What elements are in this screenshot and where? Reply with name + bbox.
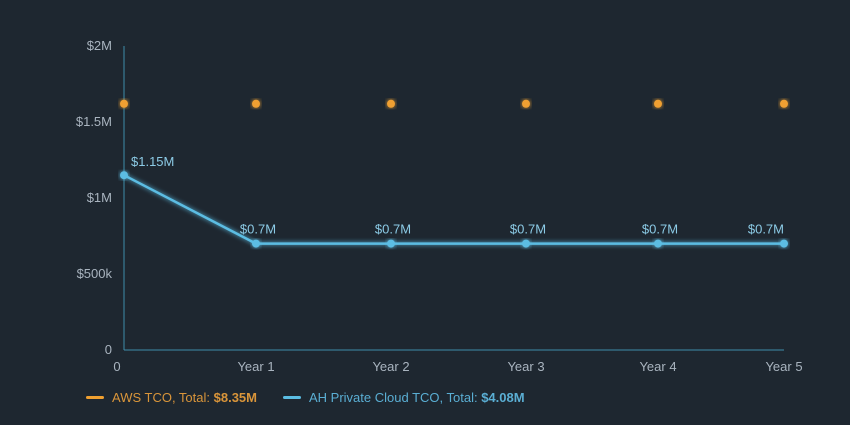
data-point-ah[interactable]: [522, 239, 530, 248]
x-tick-label: 0: [113, 359, 120, 374]
data-point-ah[interactable]: [252, 239, 260, 248]
tco-line-chart: 0 $500k $1M $1.5M $2M 0 Year 1 Year 2 Year 3 Yea…: [76, 38, 803, 374]
y-tick-label: $1M: [87, 190, 112, 205]
x-tick-label: Year 3: [507, 359, 544, 374]
data-point-aws[interactable]: [780, 99, 788, 108]
data-label-ah: $0.7M: [240, 222, 276, 237]
y-tick-label: $500k: [77, 266, 113, 281]
data-point-ah[interactable]: [780, 239, 788, 248]
y-tick-label: $1.5M: [76, 114, 112, 129]
data-label-ah: $0.7M: [375, 222, 411, 237]
data-label-ah: $1.15M: [131, 154, 174, 169]
series-line-ah: [123, 174, 784, 245]
legend-item-aws[interactable]: AWS TCO, Total: $8.35M: [86, 390, 257, 405]
legend-swatch-ah: [283, 395, 301, 399]
data-point-ah[interactable]: [387, 239, 395, 248]
y-tick-label: $2M: [87, 38, 112, 53]
legend-item-ah[interactable]: AH Private Cloud TCO, Total: $4.08M: [283, 390, 525, 405]
chart-legend: AWS TCO, Total: $8.35M AH Private Cloud …: [86, 387, 525, 407]
data-label-ah: $0.7M: [510, 222, 546, 237]
data-point-aws[interactable]: [522, 99, 530, 108]
y-tick-label: 0: [105, 342, 112, 357]
x-tick-label: Year 5: [765, 359, 802, 374]
x-tick-label: Year 1: [237, 359, 274, 374]
data-point-aws[interactable]: [387, 99, 395, 108]
data-point-ah[interactable]: [120, 171, 128, 180]
data-point-ah[interactable]: [654, 239, 662, 248]
legend-swatch-aws: [86, 395, 104, 399]
data-label-ah: $0.7M: [748, 222, 784, 237]
data-label-ah: $0.7M: [642, 222, 678, 237]
data-point-aws[interactable]: [120, 99, 128, 108]
data-point-aws[interactable]: [252, 99, 260, 108]
legend-label-aws: AWS TCO, Total: $8.35M: [112, 389, 257, 405]
x-tick-label: Year 4: [639, 359, 676, 374]
data-point-aws[interactable]: [654, 99, 662, 108]
legend-label-ah: AH Private Cloud TCO, Total: $4.08M: [309, 389, 525, 405]
x-tick-label: Year 2: [372, 359, 409, 374]
